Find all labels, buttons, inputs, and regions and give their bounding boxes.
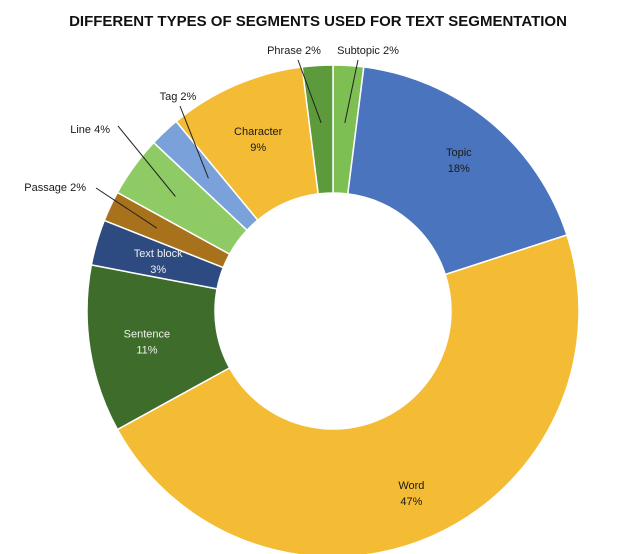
label-sentence: Sentence [124,328,170,340]
label-word: Word [398,480,424,492]
slice-topic [346,66,568,276]
value-topic: 18% [448,163,470,175]
slice-phrase [301,64,334,195]
value-text-block: 3% [150,264,166,276]
leader-passage [95,187,158,229]
label-phrase: Phrase 2% [267,45,321,57]
leader-subtopic [344,59,359,124]
value-sentence: 11% [136,344,157,356]
slice-word [116,234,580,554]
label-topic: Topic [446,147,472,159]
label-line: Line 4% [70,124,110,136]
leader-phrase [297,59,322,124]
value-word: 47% [400,496,422,508]
donut-slices [86,64,580,554]
value-character: 9% [250,142,266,154]
label-text-block: Text block [134,248,183,260]
label-subtopic: Subtopic 2% [337,45,399,57]
label-passage: Passage 2% [24,182,86,194]
slice-labels: Subtopic 2% Topic 18% Word 47% Sentence 11% Tex… [24,45,472,508]
label-character: Character [234,126,283,138]
leader-tag [179,105,209,179]
leader-lines [95,59,359,229]
label-tag: Tag 2% [160,91,197,103]
leader-line [117,125,176,197]
chart-title: DIFFERENT TYPES OF SEGMENTS USED FOR TEX… [69,13,567,30]
